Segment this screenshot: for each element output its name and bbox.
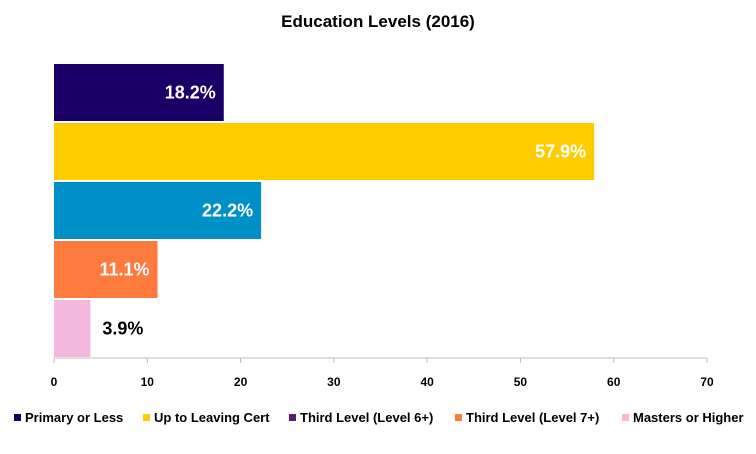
x-tick-label: 60	[607, 375, 621, 389]
legend-swatch	[289, 414, 296, 421]
legend-label: Masters or Higher	[633, 410, 744, 425]
x-tick-label: 30	[327, 375, 341, 389]
bar-5	[54, 300, 91, 357]
legend-item: Third Level (Level 6+)	[289, 410, 433, 425]
chart-legend: Primary or Less Up to Leaving Cert Third L…	[0, 410, 756, 428]
x-tick-label: 10	[141, 375, 155, 389]
x-tick-label: 40	[420, 375, 434, 389]
bar-4	[54, 241, 158, 298]
chart-title: Education Levels (2016)	[281, 12, 475, 31]
legend-swatch	[14, 414, 21, 421]
legend-swatch	[622, 414, 629, 421]
x-tick-label: 70	[700, 375, 714, 389]
legend-label: Third Level (Level 7+)	[466, 410, 600, 425]
bar-2	[54, 123, 595, 180]
legend-swatch	[143, 414, 150, 421]
legend-item: Third Level (Level 7+)	[455, 410, 599, 425]
x-tick-label: 20	[234, 375, 248, 389]
legend-label: Primary or Less	[25, 410, 124, 425]
data-label: 57.9%	[535, 142, 586, 162]
bar-chart: 0 10 20 30 40 50 60 70 18.2% 57.9% 22.2% 11.1% 3.9%	[51, 64, 714, 389]
legend-item: Primary or Less	[14, 410, 123, 425]
data-label: 22.2%	[202, 201, 253, 221]
legend-item: Up to Leaving Cert	[143, 410, 270, 425]
data-label: 11.1%	[100, 260, 150, 280]
bar-3	[54, 182, 262, 239]
data-label: 18.2%	[165, 83, 216, 103]
legend-item: Masters or Higher	[622, 410, 744, 425]
x-tick-label: 0	[51, 375, 58, 389]
legend-label: Up to Leaving Cert	[154, 410, 270, 425]
legend-swatch	[455, 414, 462, 421]
x-tick-label: 50	[514, 375, 528, 389]
data-label: 3.9%	[102, 319, 143, 339]
bar-1	[54, 64, 224, 121]
legend-label: Third Level (Level 6+)	[300, 410, 434, 425]
